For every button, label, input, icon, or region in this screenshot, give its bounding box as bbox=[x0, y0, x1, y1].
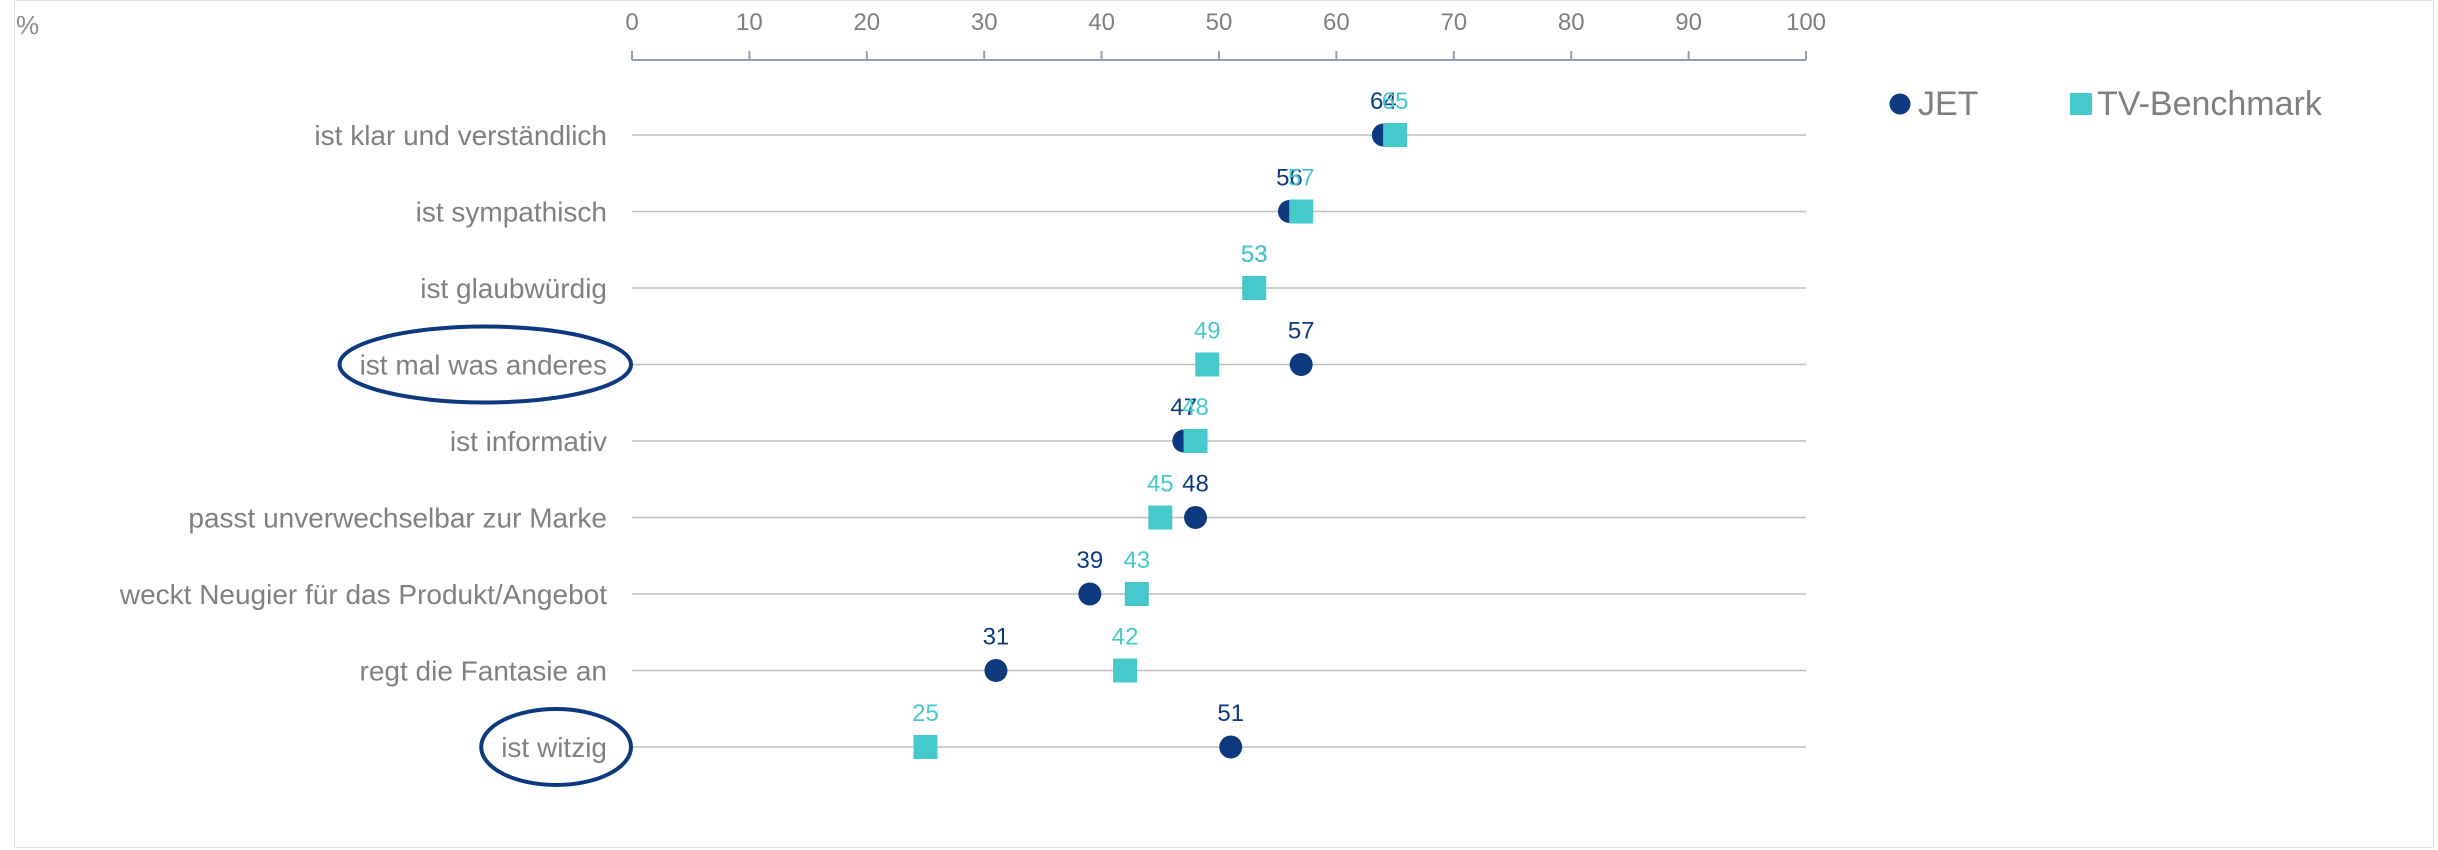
benchmark-marker bbox=[1183, 429, 1208, 453]
x-tick-label: 50 bbox=[1206, 9, 1233, 36]
jet-value-label: 31 bbox=[983, 624, 1010, 651]
jet-value-label: 53 bbox=[1241, 241, 1268, 268]
category-label: ist klar und verständlich bbox=[314, 120, 607, 151]
x-tick-label: 60 bbox=[1323, 9, 1350, 36]
x-tick-label: 30 bbox=[971, 9, 998, 36]
category-labels: ist klar und verständlich ist sympathisch… bbox=[119, 120, 607, 763]
category-label: ist witzig bbox=[501, 732, 607, 763]
benchmark-value-label: 25 bbox=[912, 700, 939, 727]
x-tick-label: 100 bbox=[1786, 9, 1826, 36]
benchmark-value-label: 65 bbox=[1382, 88, 1409, 115]
category-label: ist informativ bbox=[450, 426, 607, 457]
legend-benchmark-marker bbox=[2070, 93, 2092, 115]
benchmark-value-label: 57 bbox=[1288, 165, 1315, 192]
benchmark-marker bbox=[1195, 352, 1220, 377]
jet-value-label: 39 bbox=[1077, 547, 1104, 574]
jet-value-label: 51 bbox=[1217, 700, 1244, 727]
benchmark-value-label: 53 bbox=[1241, 241, 1268, 268]
category-label: weckt Neugier für das Produkt/Angebot bbox=[119, 579, 607, 610]
benchmark-value-label: 45 bbox=[1147, 471, 1174, 498]
legend: JET TV-Benchmark bbox=[1889, 85, 2323, 123]
jet-value-label: 56 bbox=[1276, 165, 1303, 192]
chart-frame bbox=[14, 0, 2434, 848]
highlight-ellipse bbox=[479, 707, 633, 787]
legend-benchmark-label: TV-Benchmark bbox=[2097, 85, 2323, 123]
benchmark-marker bbox=[1242, 276, 1267, 300]
jet-marker bbox=[1219, 735, 1243, 759]
benchmark-value-label: 49 bbox=[1194, 318, 1221, 345]
category-gridlines bbox=[632, 134, 1806, 748]
x-tick-label: 0 bbox=[625, 9, 638, 36]
unit-label: % bbox=[16, 10, 39, 40]
x-tick-label: 10 bbox=[736, 9, 763, 36]
x-tick-label: 80 bbox=[1558, 9, 1585, 36]
x-tick-label: 90 bbox=[1675, 9, 1702, 36]
benchmark-marker bbox=[913, 735, 938, 759]
benchmark-marker bbox=[1148, 505, 1173, 530]
jet-marker bbox=[1289, 353, 1313, 376]
category-label: passt unverwechselbar zur Marke bbox=[188, 503, 607, 534]
x-axis: 0 10 20 30 40 50 60 70 80 90 100 bbox=[625, 9, 1826, 61]
jet-marker bbox=[1184, 506, 1208, 529]
highlight-ellipses bbox=[337, 324, 633, 787]
category-label: ist sympathisch bbox=[416, 197, 607, 228]
jet-value-label: 47 bbox=[1170, 394, 1197, 421]
jet-marker bbox=[984, 659, 1008, 682]
benchmark-value-label: 43 bbox=[1123, 547, 1150, 574]
legend-jet-label: JET bbox=[1918, 85, 1978, 123]
jet-value-label: 57 bbox=[1288, 318, 1315, 345]
benchmark-marker bbox=[1383, 123, 1408, 147]
x-tick-label: 40 bbox=[1088, 9, 1115, 36]
benchmark-value-label: 42 bbox=[1112, 624, 1139, 651]
legend-jet-marker bbox=[1889, 93, 1911, 115]
jet-value-label: 64 bbox=[1370, 88, 1397, 115]
benchmark-marker bbox=[1289, 199, 1314, 224]
x-tick-label: 20 bbox=[853, 9, 880, 36]
x-tick-label: 70 bbox=[1440, 9, 1467, 36]
highlight-ellipse bbox=[337, 324, 633, 405]
category-label: regt die Fantasie an bbox=[360, 656, 608, 687]
benchmark-marker bbox=[1124, 582, 1149, 606]
benchmark-marker bbox=[1113, 658, 1138, 683]
category-label: ist mal was anderes bbox=[360, 350, 607, 381]
jet-value-label: 48 bbox=[1182, 471, 1209, 498]
data-markers bbox=[913, 123, 1408, 759]
jet-marker bbox=[1078, 582, 1102, 606]
benchmark-value-label: 48 bbox=[1182, 394, 1209, 421]
category-label: ist glaubwürdig bbox=[420, 273, 607, 304]
